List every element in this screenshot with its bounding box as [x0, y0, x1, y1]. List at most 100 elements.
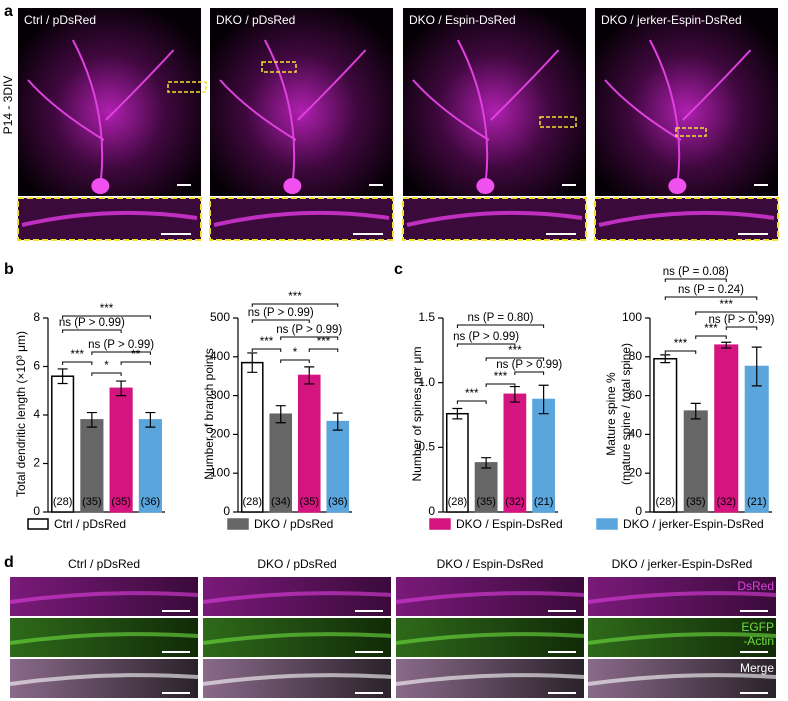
n-label: (35): [299, 496, 319, 508]
sig-label: ***: [465, 388, 479, 400]
y-tick-label: 0.5: [418, 440, 435, 454]
dendrite-sketch: [395, 632, 585, 645]
channel-label: DsRed: [737, 579, 774, 593]
column-title: Ctrl / pDsRed: [68, 557, 140, 571]
error-bar: [275, 405, 286, 424]
y-tick-label: 6: [33, 359, 40, 373]
dendrite-sketch: [604, 39, 752, 186]
bar: [109, 387, 133, 513]
image-title: DKO / Espin-DsRed: [409, 13, 516, 27]
y-tick-label: 40: [629, 427, 643, 441]
sig-bracket: [62, 329, 122, 333]
dendrite-sketch: [587, 591, 777, 604]
roi-box: [167, 81, 207, 93]
bar: [653, 357, 678, 513]
y-tick-label: 100: [210, 465, 230, 479]
sig-bracket: [308, 348, 339, 352]
dendrite-sketch: [202, 673, 392, 686]
error-bar: [660, 354, 671, 364]
sig-label: **: [131, 349, 140, 361]
dendrite-sketch: [9, 673, 199, 686]
sig-bracket: [695, 335, 727, 339]
error-bar: [452, 407, 463, 420]
n-label: (36): [141, 496, 161, 508]
bar: [744, 365, 769, 513]
sig-bracket: [514, 371, 545, 375]
inset-dendrite: [598, 210, 775, 227]
image-title: DKO / jerker-Espin-DsRed: [601, 13, 742, 27]
y-axis-label: Total dendritic length (×10³ μm): [14, 331, 28, 497]
legend-label: DKO / pDsRed: [254, 517, 333, 531]
sig-bracket: [62, 315, 151, 319]
y-tick-label: 80: [629, 349, 643, 363]
panel-label: a: [4, 3, 13, 20]
y-tick-label: 20: [629, 465, 643, 479]
legend-swatch: [429, 518, 451, 530]
y-tick-label: 0: [635, 504, 642, 518]
sig-label: ***: [494, 371, 508, 383]
sig-label: ***: [71, 349, 85, 361]
error-bar: [304, 366, 315, 385]
sig-label: ***: [508, 345, 522, 357]
sig-bracket: [251, 348, 282, 352]
bar: [240, 361, 264, 513]
sig-label: ns (P > 0.99): [496, 359, 562, 371]
sig-label: ***: [674, 338, 688, 350]
y-axis-label: Mature spine %: [604, 372, 618, 456]
panel-label: b: [4, 261, 14, 278]
neuron-image: [403, 8, 586, 196]
sig-label: ***: [260, 336, 274, 348]
y-tick-label: 300: [210, 388, 230, 402]
y-tick-label: 60: [629, 388, 643, 402]
sig-label: ns (P = 0.08): [663, 266, 729, 278]
inset-dendrite: [213, 210, 390, 227]
sig-bracket: [664, 296, 758, 300]
error-bar: [57, 368, 68, 385]
image-title: DKO / pDsRed: [216, 13, 295, 27]
roi-box: [675, 127, 707, 137]
sig-label: ns (P = 0.24): [678, 284, 744, 296]
sig-label: *: [104, 360, 109, 372]
dendrite-sketch: [412, 39, 560, 186]
sig-bracket: [251, 303, 339, 307]
soma: [476, 178, 495, 194]
neuron-image: [210, 8, 393, 196]
sig-bracket: [91, 372, 122, 376]
sig-label: ***: [704, 323, 718, 335]
bar: [51, 375, 75, 513]
error-bar: [538, 384, 549, 415]
bar: [714, 344, 739, 513]
y-tick-label: 4: [33, 407, 40, 421]
legend-label: Ctrl / pDsRed: [54, 517, 126, 531]
n-label: (28): [655, 496, 675, 508]
error-bar: [116, 380, 127, 397]
sig-label: ns (P > 0.99): [453, 331, 519, 343]
roi-box: [539, 116, 577, 128]
legend-swatch: [27, 518, 49, 530]
legend-label: DKO / jerker-Espin-DsRed: [623, 517, 764, 531]
legend-label: DKO / Espin-DsRed: [456, 517, 563, 531]
sig-label: ns (P > 0.99): [88, 339, 154, 351]
error-bar: [332, 412, 343, 431]
soma: [91, 178, 110, 194]
error-bar: [247, 352, 258, 373]
y-tick-label: 2: [33, 456, 40, 470]
n-label: (21): [534, 496, 554, 508]
sig-label: ns (P > 0.99): [709, 314, 775, 326]
sig-label: ns (P > 0.99): [276, 324, 342, 336]
sig-label: ***: [288, 291, 302, 303]
n-label: (32): [505, 496, 525, 508]
error-bar: [721, 341, 732, 349]
dendrite-sketch: [9, 632, 199, 645]
sig-bracket: [62, 361, 93, 365]
dendrite-sketch: [395, 673, 585, 686]
n-label: (34): [271, 496, 291, 508]
sig-bracket: [120, 361, 151, 365]
sig-label: ns (P > 0.99): [248, 307, 314, 319]
column-title: DKO / Espin-DsRed: [437, 557, 544, 571]
soma: [283, 178, 302, 194]
y-axis-label: Number of spines per μm: [410, 347, 424, 482]
sig-bracket: [251, 319, 310, 323]
error-bar: [86, 411, 97, 428]
